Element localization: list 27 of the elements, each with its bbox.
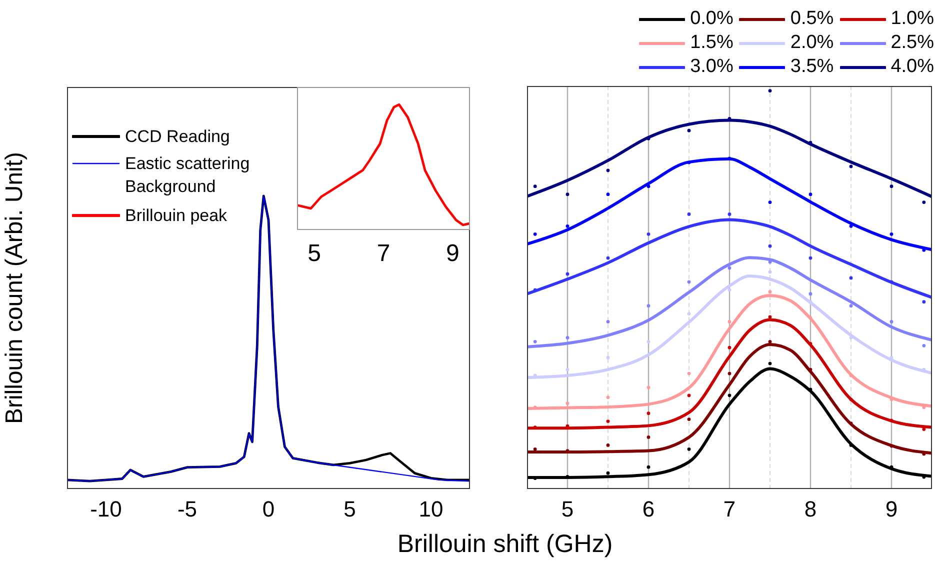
x-tick-label: 9: [446, 240, 460, 268]
x-tick-label: 0: [262, 496, 275, 522]
legend-label: 0.0%: [690, 8, 734, 30]
x-tick-label: 5: [308, 240, 321, 268]
x-tick-label: 7: [376, 240, 390, 268]
legend-label: Eastic scattering Background: [125, 153, 251, 198]
legend-label: 2.5%: [890, 32, 934, 54]
x-tick-label: 9: [885, 496, 898, 522]
x-tick-label: 5: [561, 496, 574, 522]
legend-label: 4.0%: [890, 56, 934, 78]
legend-label: 1.0%: [890, 8, 934, 30]
x-axis-title: Brillouin shift (GHz): [397, 530, 613, 559]
legend-label: Brillouin peak: [125, 205, 228, 227]
x-tick-label: 10: [418, 496, 444, 522]
legend-label: 0.5%: [790, 8, 834, 30]
legend-label: 3.5%: [790, 56, 834, 78]
x-tick-label: -5: [177, 496, 198, 522]
y-axis-title: Brillouin count (Arbi. Unit): [1, 152, 29, 424]
legend-label: 1.5%: [690, 32, 734, 54]
legend-label: 2.0%: [790, 32, 834, 54]
x-tick-label: 7: [723, 496, 736, 522]
x-tick-label: -10: [90, 496, 122, 522]
legend-label: CCD Reading: [125, 126, 230, 148]
x-tick-label: 6: [642, 496, 655, 522]
x-tick-label: 5: [344, 496, 356, 522]
x-tick-label: 8: [804, 496, 817, 522]
legend-label: 3.0%: [690, 56, 734, 78]
